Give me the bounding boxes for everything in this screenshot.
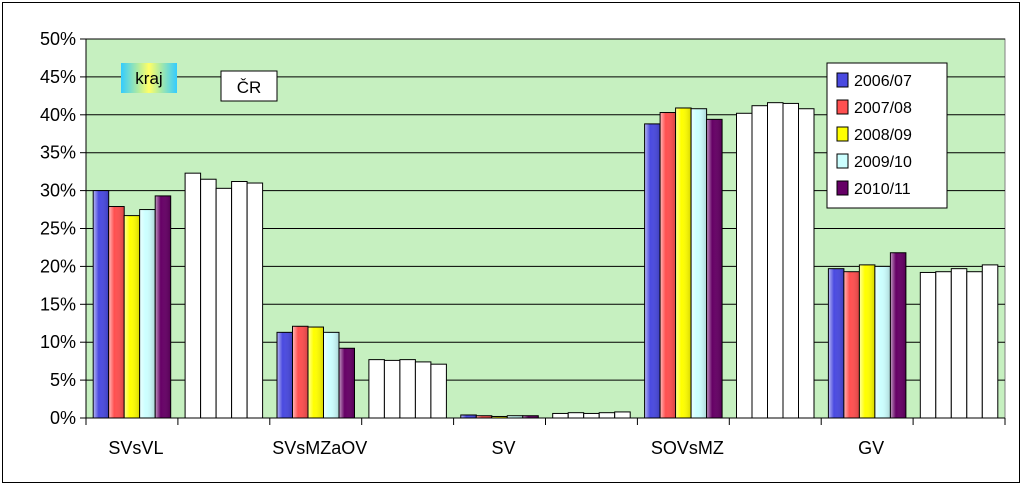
- legend-label: 2006/07: [854, 73, 912, 90]
- cr-label-box: [220, 70, 278, 102]
- bar-cr: [919, 271, 937, 419]
- bar-cr: [200, 178, 217, 419]
- bar-kraj-shade: [676, 108, 691, 418]
- bar-kraj-shade: [124, 216, 140, 418]
- bar-cr: [430, 363, 447, 419]
- axis-labels: 0% 5% 10% 15% 20% 25% 30% 35% 40% 45% 50% SVsVL SVsM…: [40, 29, 884, 458]
- cr-label: ČR: [237, 78, 262, 97]
- category-label: SOVsMZ: [651, 438, 724, 458]
- axes: [80, 38, 1006, 425]
- bar-kraj-shade: [339, 348, 354, 418]
- bar-cr: [935, 271, 952, 419]
- bar-cr: [782, 102, 799, 419]
- bar-cr: [950, 268, 968, 419]
- bar-kraj-shade: [875, 266, 890, 418]
- y-tick-label: 40%: [40, 105, 76, 125]
- bar-kraj-shade: [155, 196, 171, 418]
- bar-cr: [798, 108, 815, 419]
- y-tick-label: 35%: [40, 143, 76, 163]
- bar-kraj-shade: [523, 416, 538, 418]
- bar-cr: [614, 411, 631, 419]
- bar-cr: [552, 412, 569, 419]
- bar-kraj-shade: [308, 327, 323, 418]
- bar-cr: [184, 172, 202, 419]
- legend-label: 2010/11: [854, 181, 911, 198]
- category-label: GV: [858, 438, 884, 458]
- bar-cr: [598, 412, 616, 419]
- bar-kraj-shade: [293, 326, 308, 418]
- bar-kraj-shade: [476, 416, 492, 418]
- bar-cr: [583, 412, 600, 419]
- bar-kraj-shade: [93, 191, 109, 418]
- bar-kraj-shade: [324, 332, 339, 418]
- bar-kraj-shade: [461, 415, 476, 418]
- legend-swatch: [836, 72, 849, 88]
- bar-kraj-shade: [859, 265, 875, 418]
- bar-kraj-shade: [844, 272, 859, 418]
- y-tick-label: 15%: [40, 294, 76, 314]
- bar-chart: 0% 5% 10% 15% 20% 25% 30% 35% 40% 45% 50% SVsVL SVsM…: [40, 29, 1006, 458]
- legend-swatch: [836, 153, 849, 169]
- bar-cr: [215, 187, 233, 419]
- legend-swatch: [836, 180, 849, 196]
- kraj-label: kraj: [135, 69, 162, 88]
- legend-swatch: [836, 99, 849, 115]
- legend-label: 2009/10: [854, 154, 912, 171]
- legend-label: 2008/09: [854, 127, 912, 144]
- bar-cr: [368, 359, 385, 419]
- bar-kraj-shade: [890, 253, 906, 418]
- bar-kraj-shade: [691, 109, 707, 418]
- bar-kraj-shade: [109, 207, 124, 418]
- bar-cr: [767, 102, 784, 419]
- bar-cr: [399, 359, 416, 419]
- y-tick-label: 5%: [50, 370, 76, 390]
- y-tick-label: 50%: [40, 29, 76, 49]
- y-tick-label: 45%: [40, 67, 76, 87]
- bar-kraj-shade: [140, 210, 155, 418]
- kraj-label-box: [121, 63, 177, 93]
- bar-kraj-shade: [507, 416, 523, 418]
- bar-kraj-shade: [660, 113, 676, 418]
- y-tick-label: 10%: [40, 332, 76, 352]
- y-tick-label: 25%: [40, 219, 76, 239]
- legend-label: 2007/08: [854, 100, 912, 117]
- bar-kraj-shade: [492, 416, 507, 418]
- category-label: SV: [492, 438, 516, 458]
- category-label: SVsVL: [108, 438, 163, 458]
- bar-cr: [736, 112, 753, 419]
- bar-kraj-shade: [645, 124, 660, 418]
- bars: [92, 102, 999, 419]
- y-tick-label: 30%: [40, 181, 76, 201]
- bar-cr: [567, 412, 585, 419]
- bar-cr: [246, 182, 264, 419]
- category-label: SVsMZaOV: [272, 438, 367, 458]
- bar-cr: [231, 181, 248, 419]
- bar-cr: [414, 361, 432, 419]
- legend-swatch: [836, 126, 849, 142]
- bar-kraj-shade: [828, 269, 844, 418]
- bar-cr: [383, 359, 401, 419]
- y-tick-label: 0%: [50, 408, 76, 428]
- legend: 2006/07 2007/08 2008/09 2009/10 2010/11: [826, 62, 948, 209]
- bar-kraj-shade: [707, 119, 722, 418]
- y-tick-label: 20%: [40, 256, 76, 276]
- bar-cr: [966, 271, 983, 419]
- bar-kraj-shade: [277, 332, 292, 418]
- group-labels: kraj ČR: [121, 63, 278, 102]
- bar-cr: [751, 105, 768, 419]
- bar-cr: [981, 264, 999, 419]
